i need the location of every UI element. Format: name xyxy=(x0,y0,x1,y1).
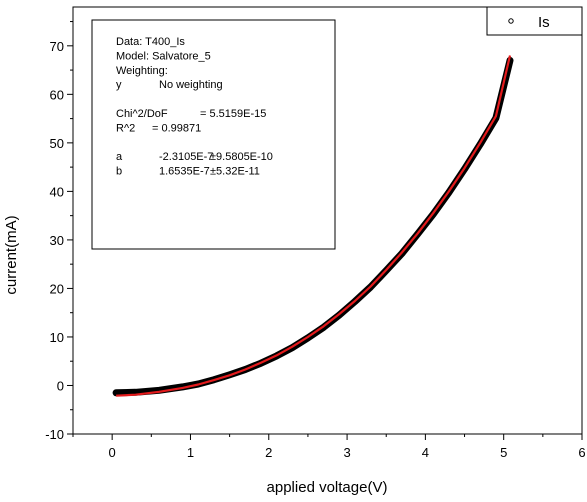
stats-line: Chi^2/DoF xyxy=(116,108,168,120)
fit-curve xyxy=(116,55,512,397)
y-tick-label: 70 xyxy=(50,39,64,54)
stats-line: y xyxy=(116,79,122,91)
x-axis-ticks: 0 1 2 3 4 5 6 xyxy=(72,434,586,460)
y-tick-label: 50 xyxy=(50,136,64,151)
legend-marker-circle xyxy=(508,18,514,24)
x-tick-label: 2 xyxy=(265,445,272,460)
y-axis-ticks: -10 0 10 20 30 40 50 60 70 xyxy=(45,21,73,442)
stats-line: -2.3105E-7 xyxy=(159,151,213,163)
stats-line: a xyxy=(116,151,123,163)
y-tick-label: 40 xyxy=(50,184,64,199)
stats-line: b xyxy=(116,166,122,178)
x-tick-label: 3 xyxy=(343,445,350,460)
x-tick-label: 6 xyxy=(578,445,585,460)
legend-box xyxy=(486,6,583,36)
stats-line: ±9.5805E-10 xyxy=(210,151,273,163)
x-tick-label: 0 xyxy=(109,445,116,460)
y-tick-label: 30 xyxy=(50,233,64,248)
fit-line xyxy=(116,55,512,397)
plot-area-border xyxy=(72,6,583,435)
y-tick-label: 20 xyxy=(50,281,64,296)
x-axis-label: applied voltage(V) xyxy=(267,479,388,496)
x-tick-label: 4 xyxy=(422,445,429,460)
stats-line: No weighting xyxy=(159,79,223,91)
legend: Is xyxy=(486,6,583,36)
scatter-point xyxy=(112,389,120,396)
plot-frame xyxy=(72,6,583,435)
stats-line: = 0.99871 xyxy=(152,122,201,134)
x-tick-label: 1 xyxy=(187,445,194,460)
stats-line: Model: Salvatore_5 xyxy=(116,50,211,62)
stats-box-border xyxy=(91,19,336,250)
y-tick-label: -10 xyxy=(45,427,64,442)
y-tick-label: 0 xyxy=(57,378,64,393)
stats-line: Data: T400_Is xyxy=(116,36,185,48)
y-axis-label: current(mA) xyxy=(3,215,20,294)
stats-line: Weighting: xyxy=(116,65,168,77)
fit-statistics-box: Data: T400_Is Model: Salvatore_5 Weighting… xyxy=(91,19,336,250)
stats-line: = 5.5159E-15 xyxy=(200,108,266,120)
y-tick-label: 60 xyxy=(50,87,64,102)
legend-label: Is xyxy=(538,14,550,31)
stats-line: ±5.32E-11 xyxy=(210,166,260,178)
x-tick-label: 5 xyxy=(500,445,507,460)
y-tick-label: 10 xyxy=(50,330,64,345)
stats-line: R^2 xyxy=(116,122,135,134)
stats-line: 1.6535E-7 xyxy=(159,166,210,178)
